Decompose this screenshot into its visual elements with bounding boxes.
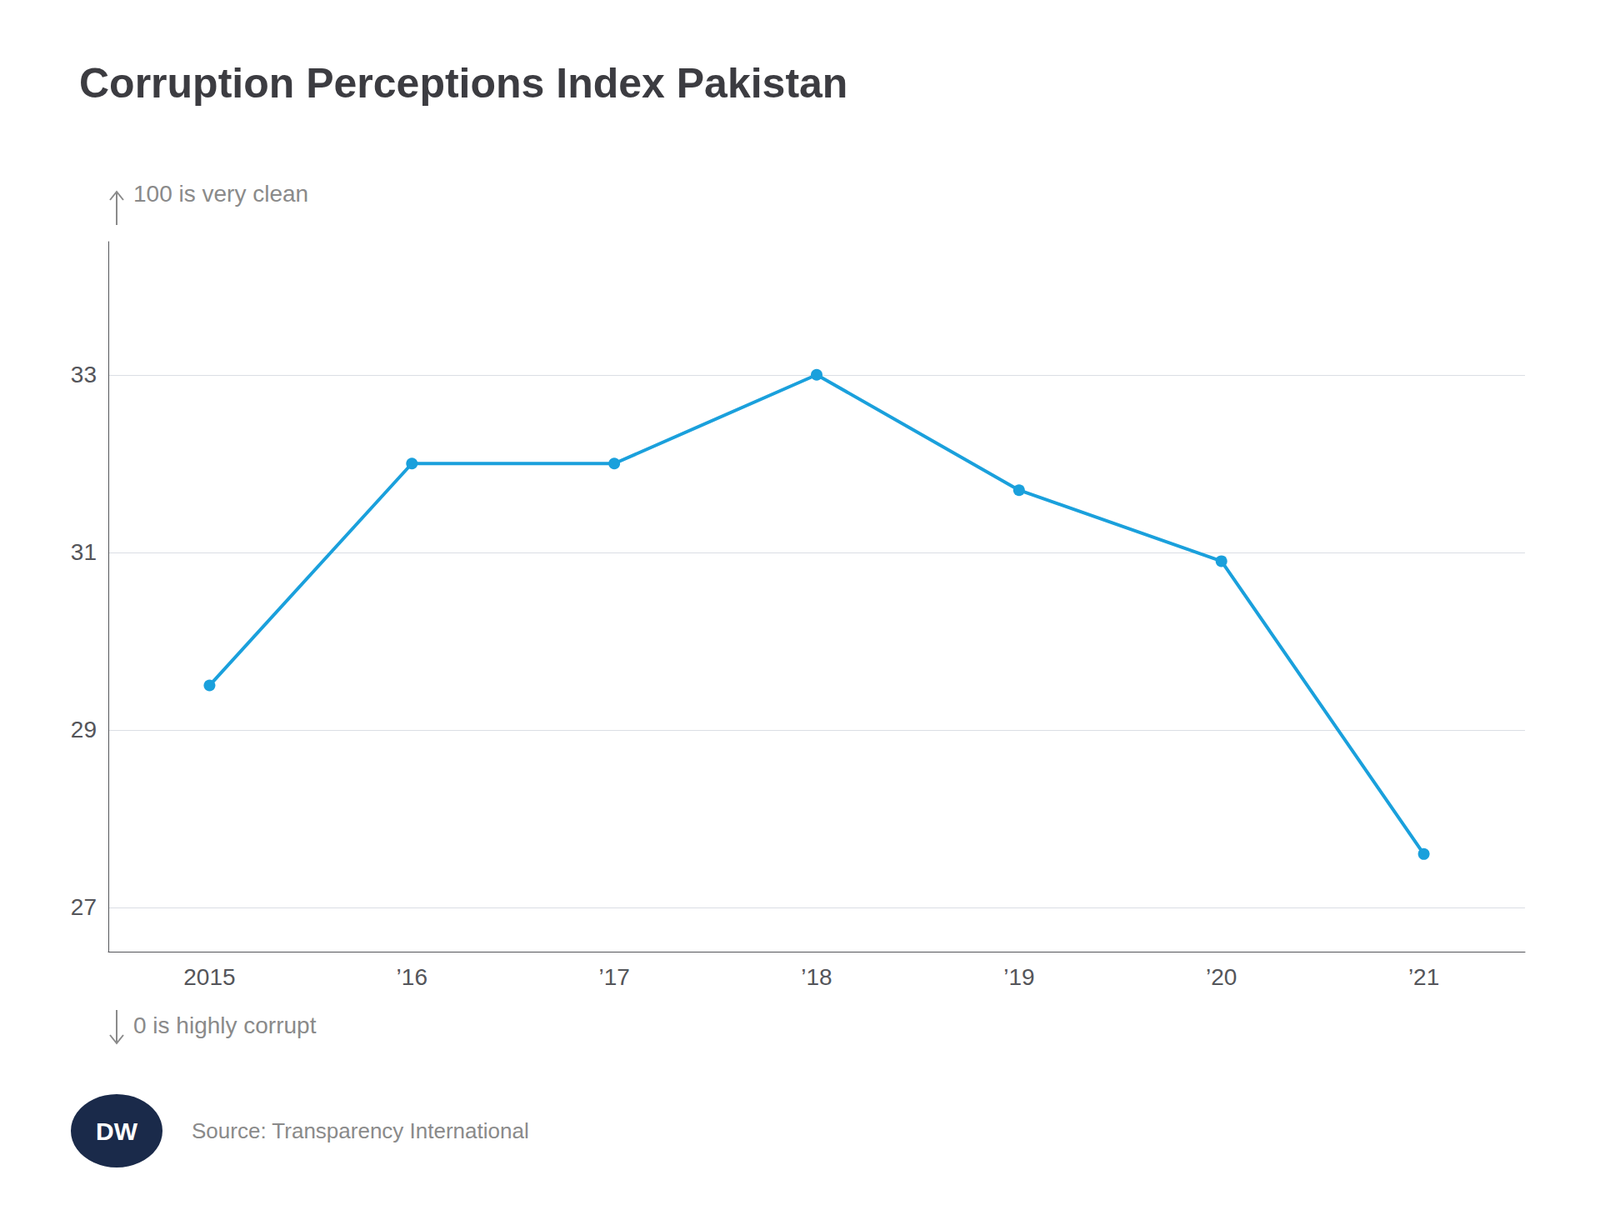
- svg-text:31: 31: [70, 539, 97, 565]
- svg-text:100 is very clean: 100 is very clean: [133, 180, 309, 207]
- svg-text:Corruption Perceptions Index P: Corruption Perceptions Index Pakistan: [79, 60, 848, 107]
- svg-text:’18: ’18: [800, 964, 832, 990]
- svg-text:’21: ’21: [1408, 964, 1440, 990]
- svg-text:Source: Transparency Internati: Source: Transparency International: [191, 1118, 530, 1144]
- svg-text:’19: ’19: [1003, 964, 1035, 990]
- svg-text:29: 29: [70, 716, 97, 743]
- svg-text:DW: DW: [95, 1117, 139, 1145]
- svg-text:0 is highly corrupt: 0 is highly corrupt: [133, 1012, 317, 1039]
- svg-text:33: 33: [70, 361, 97, 388]
- svg-text:’20: ’20: [1205, 964, 1237, 990]
- svg-text:27: 27: [70, 894, 97, 920]
- svg-text:2015: 2015: [183, 964, 235, 990]
- svg-text:’17: ’17: [598, 964, 630, 990]
- svg-text:’16: ’16: [396, 964, 428, 990]
